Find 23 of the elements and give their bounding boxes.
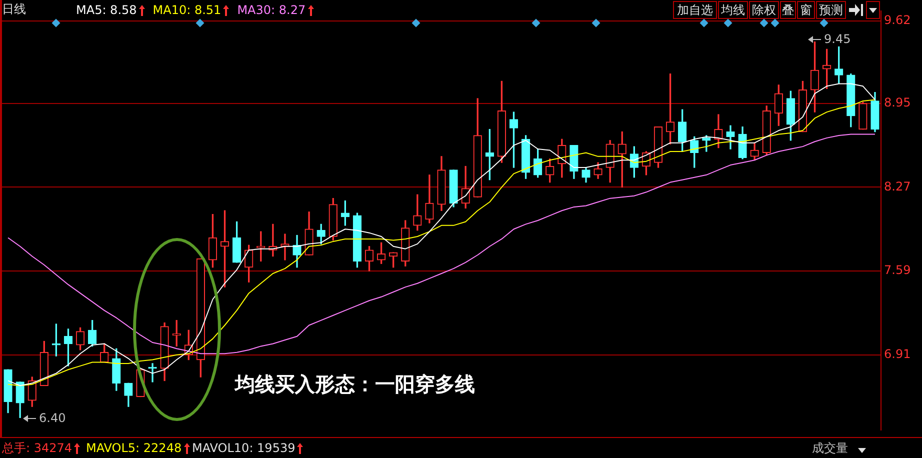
y-tick-label: 8.27 xyxy=(884,179,911,194)
y-tick-label: 6.91 xyxy=(884,346,911,361)
annotation: 均线买入形态：一阳穿多线 xyxy=(235,372,475,396)
annotation: 预测 xyxy=(816,1,846,19)
text: MA10: 8.51 xyxy=(152,2,222,18)
y-tick-label: 9.62 xyxy=(884,12,911,27)
candlestick xyxy=(280,234,290,260)
text: MAVOL10: 19539 xyxy=(192,441,296,456)
annotation: 窗 xyxy=(797,1,815,19)
annotation: 均线 xyxy=(718,1,748,19)
annotation: 加自选 xyxy=(673,1,717,19)
text: 成交量 xyxy=(812,441,848,456)
annotation: 6.40 xyxy=(39,411,66,426)
annotation: 叠 xyxy=(780,1,796,19)
annotation: 除权 xyxy=(749,1,779,19)
text: 总手: 34274 xyxy=(2,441,72,456)
y-tick-label: 8.95 xyxy=(884,96,911,110)
text: MAVOL5: 22248 xyxy=(86,441,182,456)
text: MA5: 8.58 xyxy=(76,2,137,18)
annotation: 日线 xyxy=(2,2,26,16)
y-tick-label: 7.59 xyxy=(884,263,911,278)
annotation: 9.45 xyxy=(824,32,851,46)
text: MA30: 8.27 xyxy=(237,2,306,18)
